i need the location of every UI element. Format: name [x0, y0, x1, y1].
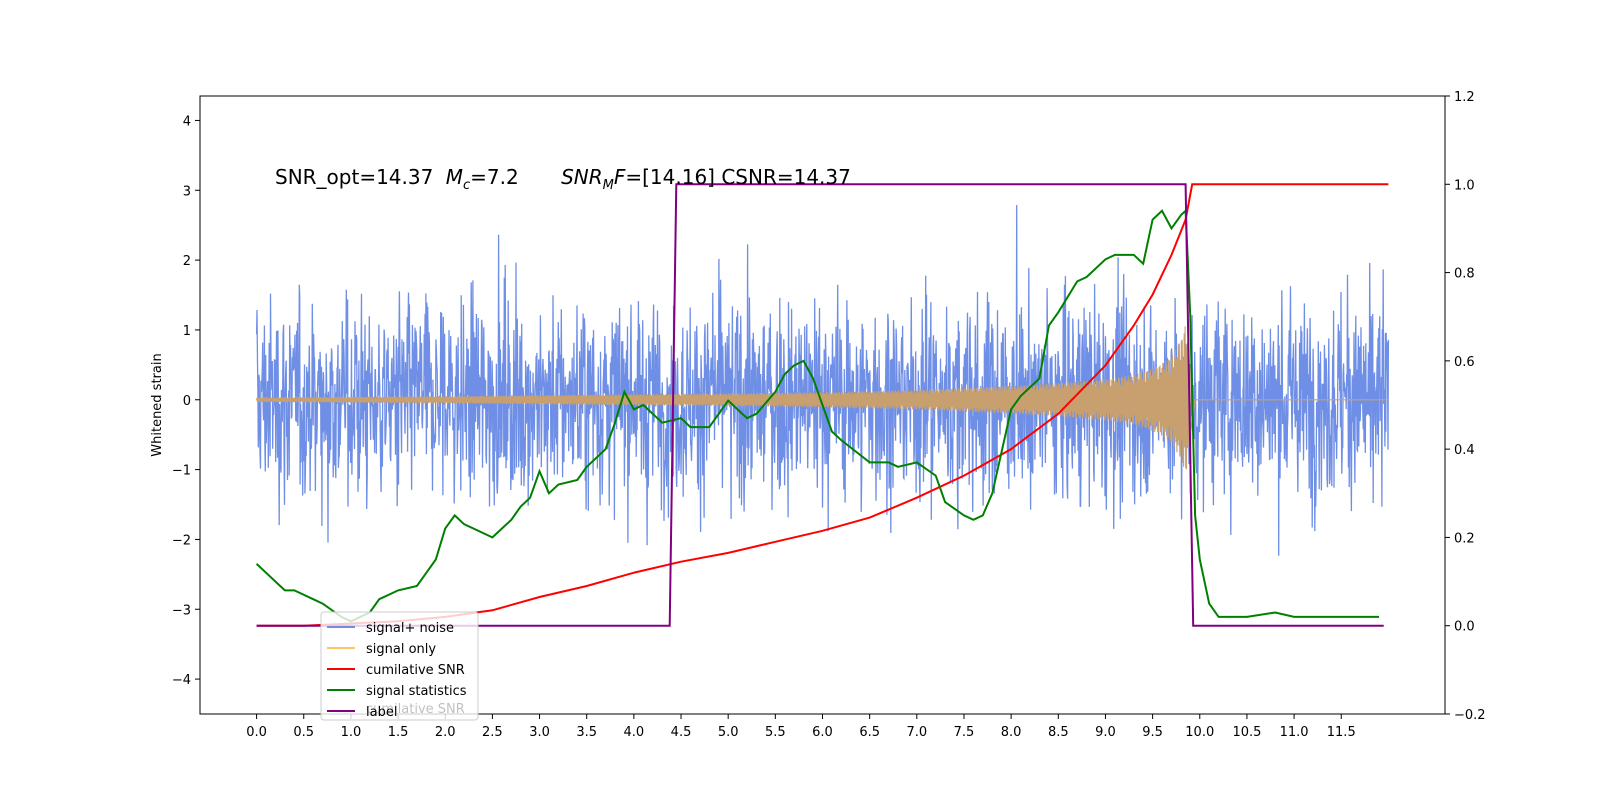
x-tick-label: 5.5	[765, 725, 786, 740]
legend-label: cumilative SNR	[366, 663, 465, 678]
y2-tick-label: 0.8	[1454, 267, 1475, 282]
mc-subscript: c	[463, 178, 470, 193]
series-line-label	[256, 183, 1384, 627]
y2-tick-label: −0.2	[1454, 708, 1486, 723]
y-tick-label: 3	[183, 184, 191, 199]
y-tick-label: 1	[183, 324, 191, 339]
x-tick-label: 8.0	[1001, 725, 1022, 740]
legend-label: signal statistics	[366, 684, 467, 699]
x-tick-label: 11.5	[1327, 725, 1356, 740]
x-tick-label: 4.0	[624, 725, 645, 740]
y-tick-label: 4	[183, 114, 191, 129]
y-tick-label: −2	[172, 533, 191, 548]
x-tick-label: 0.0	[246, 725, 267, 740]
y-tick-label: 0	[183, 394, 191, 409]
x-tick-label: 8.5	[1048, 725, 1069, 740]
snr-opt-text: SNR_opt=14.37	[275, 165, 433, 189]
legend-ghost-text: cumilative SNR	[366, 702, 465, 717]
y-tick-label: −1	[172, 464, 191, 479]
y-axis-left: 4 3 2 1 0 −1 −2 −3 −4	[172, 114, 200, 688]
y-tick-label: −4	[172, 673, 191, 688]
signal-only-series	[256, 326, 1389, 470]
x-tick-label: 7.0	[906, 725, 927, 740]
x-tick-label: 6.5	[859, 725, 880, 740]
x-tick-label: 7.5	[954, 725, 975, 740]
legend-box	[320, 611, 479, 721]
x-tick-label: 0.5	[293, 725, 314, 740]
x-tick-label: 9.0	[1095, 725, 1116, 740]
mf-symbol: SNR	[561, 165, 603, 189]
series-line-signal-statistics	[255, 208, 1379, 623]
x-tick-label: 5.0	[718, 725, 739, 740]
y2-tick-label: 0.6	[1454, 355, 1475, 370]
signal-only-line	[256, 326, 1389, 470]
y2-tick-label: 1.2	[1454, 90, 1475, 105]
mc-symbol: M	[446, 165, 463, 189]
x-tick-label: 10.5	[1232, 725, 1261, 740]
y-tick-label: 2	[183, 254, 191, 269]
y2-tick-label: 0.4	[1454, 443, 1475, 458]
mf-tail: F	[614, 165, 626, 189]
legend-label: signal+ noise	[366, 621, 454, 636]
signal-plus-noise-line	[255, 204, 1390, 556]
y2-tick-label: 0.0	[1454, 620, 1475, 635]
y-axis-right: 1.2 1.0 0.8 0.6 0.4 0.2 0.0 −0.2	[1445, 90, 1486, 723]
legend-label: signal only	[366, 642, 436, 657]
mf-value: =[14.16] CSNR=14.37	[625, 165, 851, 189]
x-tick-label: 9.5	[1142, 725, 1163, 740]
x-tick-label: 6.0	[812, 725, 833, 740]
plot-area	[255, 183, 1390, 627]
noise-series	[255, 204, 1390, 556]
x-tick-label: 2.5	[482, 725, 503, 740]
mc-value: =7.2	[470, 165, 519, 189]
x-tick-label: 1.0	[341, 725, 362, 740]
mf-subscript: M	[603, 178, 614, 193]
y2-tick-label: 0.2	[1454, 531, 1475, 546]
x-tick-label: 2.0	[435, 725, 456, 740]
legend: cumilative SNR signal+ noise signal only c…	[320, 611, 479, 721]
y-axis-label: Whitened strain	[150, 353, 165, 456]
x-tick-label: 10.0	[1185, 725, 1214, 740]
annotation: SNR_opt=14.37 Mc=7.2 SNRMF=[14.16] CSNR=…	[275, 165, 851, 193]
legend-label: label	[366, 705, 397, 720]
x-tick-label: 3.0	[529, 725, 550, 740]
y-tick-label: −3	[172, 603, 191, 618]
x-tick-label: 4.5	[671, 725, 692, 740]
y2-tick-label: 1.0	[1454, 178, 1475, 193]
x-tick-label: 1.5	[388, 725, 409, 740]
x-axis: 0.0 0.5 1.0 1.5 2.0 2.5 3.0 3.5 4.0 4.5 5.0 5.5 6.0 6…	[246, 714, 1356, 740]
x-tick-label: 11.0	[1280, 725, 1309, 740]
x-tick-label: 3.5	[576, 725, 597, 740]
